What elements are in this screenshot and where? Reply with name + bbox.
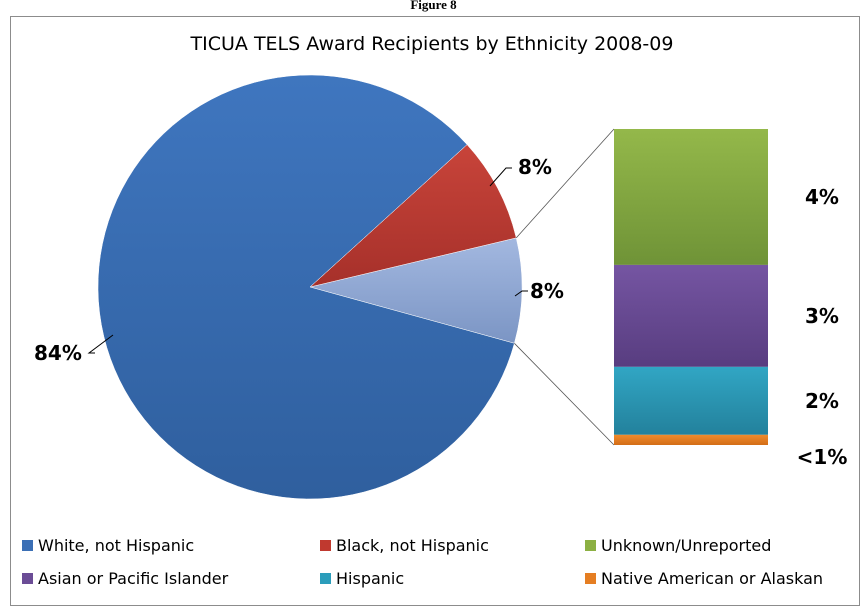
legend-label: Native American or Alaskan <box>601 569 823 588</box>
data-label-white-not-hispanic: 84% <box>34 341 82 365</box>
bar-segment-unknown-unreported <box>614 129 768 265</box>
data-label-asian-or-pacific-islander: 3% <box>805 304 839 328</box>
data-label-other: 8% <box>530 279 564 303</box>
legend-item-white-not-hispanic: White, not Hispanic <box>22 536 194 555</box>
legend-label: Unknown/Unreported <box>601 536 771 555</box>
page-caption: Figure 8 <box>410 0 457 12</box>
legend-item-black-not-hispanic: Black, not Hispanic <box>320 536 489 555</box>
legend-item-native-american-or-alaskan: Native American or Alaskan <box>585 569 823 588</box>
chart-title: TICUA TELS Award Recipients by Ethnicity… <box>190 33 674 55</box>
legend-swatch <box>22 540 33 551</box>
pie-slice-white-not-hispanic <box>97 74 515 500</box>
legend-swatch <box>585 573 596 584</box>
bar-segment-asian-or-pacific-islander <box>614 264 768 367</box>
connector-line-top <box>515 128 615 239</box>
legend-label: Asian or Pacific Islander <box>38 569 229 588</box>
data-label-black-not-hispanic: 8% <box>518 155 552 179</box>
leader-line-other <box>514 290 528 297</box>
data-label-native-american-or-alaskan: <1% <box>797 445 848 469</box>
pie-slice-black-not-hispanic <box>309 144 517 288</box>
legend-label: White, not Hispanic <box>38 536 194 555</box>
legend-item-hispanic: Hispanic <box>320 569 404 588</box>
legend-swatch <box>320 540 331 551</box>
legend-label: Hispanic <box>336 569 404 588</box>
legend-item-asian-or-pacific-islander: Asian or Pacific Islander <box>22 569 229 588</box>
leader-line-white-not-hispanic <box>87 334 114 354</box>
data-label-hispanic: 2% <box>805 389 839 413</box>
bar-segment-native-american-or-alaskan <box>614 434 768 445</box>
legend-swatch <box>585 540 596 551</box>
legend-swatch <box>22 573 33 584</box>
legend-item-unknown-unreported: Unknown/Unreported <box>585 536 771 555</box>
legend-swatch <box>320 573 331 584</box>
connector-line-bottom <box>514 343 615 446</box>
legend-label: Black, not Hispanic <box>336 536 489 555</box>
data-label-unknown-unreported: 4% <box>805 185 839 209</box>
leader-line-black-not-hispanic <box>489 167 512 187</box>
bar-segment-hispanic <box>614 366 768 435</box>
